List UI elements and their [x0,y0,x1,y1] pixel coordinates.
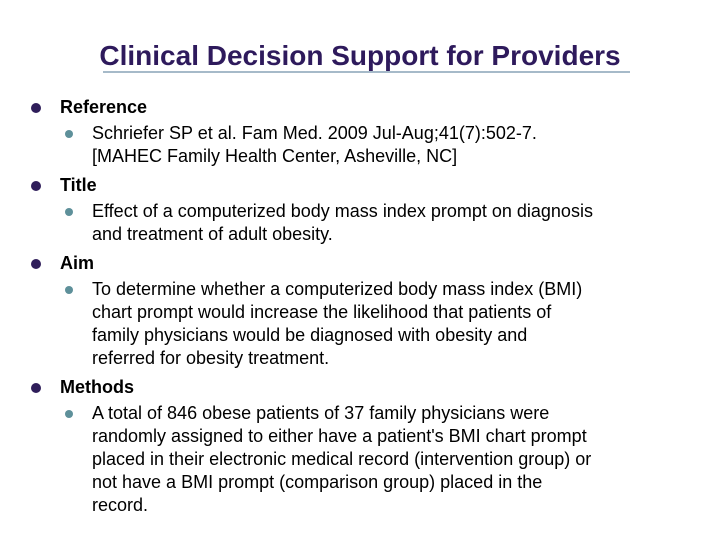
bullet-icon [31,383,41,393]
section-label-reference: Reference [60,97,148,117]
section-detail-title: Effect of a computerized body mass index… [92,201,593,244]
sub-bullet-icon [65,286,73,294]
section-detail-reference: Schriefer SP et al. Fam Med. 2009 Jul-Au… [92,123,537,166]
bullet-icon [31,181,41,191]
bullet-subitem-reference: Schriefer SP et al. Fam Med. 2009 Jul-Au… [0,122,710,168]
section-label-aim: Aim [60,253,95,273]
section-detail-methods: A total of 846 obese patients of 37 fami… [92,403,592,515]
bullet-item-methods: Methods [0,376,710,399]
bullet-subitem-methods: A total of 846 obese patients of 37 fami… [0,402,710,517]
slide-title: Clinical Decision Support for Providers [99,40,621,71]
bullet-item-reference: Reference [0,96,710,119]
sub-bullet-icon [65,410,73,418]
slide-body: Reference Schriefer SP et al. Fam Med. 2… [0,96,710,517]
bullet-icon [31,103,41,113]
title-underline-rule [103,71,630,73]
bullet-item-title: Title [0,174,710,197]
bullet-subitem-aim: To determine whether a computerized body… [0,278,710,370]
sub-bullet-icon [65,208,73,216]
bullet-icon [31,259,41,269]
bullet-subitem-title: Effect of a computerized body mass index… [0,200,710,246]
section-label-title: Title [60,175,97,195]
bullet-item-aim: Aim [0,252,710,275]
section-detail-aim: To determine whether a computerized body… [92,279,583,368]
section-label-methods: Methods [60,377,134,397]
sub-bullet-icon [65,130,73,138]
